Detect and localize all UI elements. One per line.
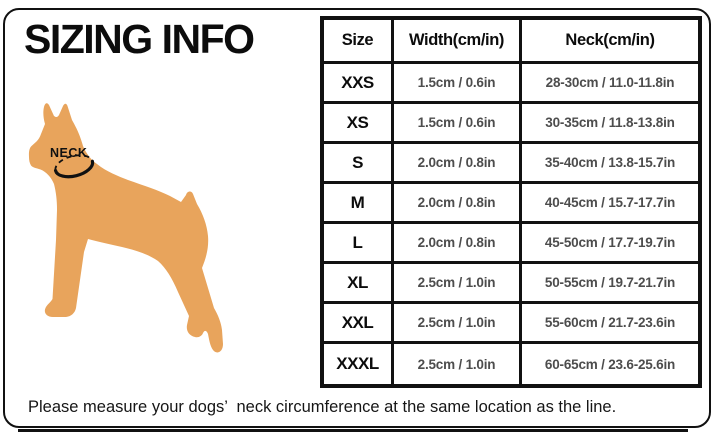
width-cell: 2.5cm / 1.0in — [394, 264, 522, 304]
width-cell: 1.5cm / 0.6in — [394, 64, 522, 104]
width-cell: 2.0cm / 0.8in — [394, 144, 522, 184]
page-title: SIZING INFO — [24, 16, 255, 62]
sizing-table: Size Width(cm/in) Neck(cm/in) XXS 1.5cm … — [320, 16, 702, 388]
bottom-divider — [18, 429, 688, 432]
measurement-instruction: Please measure your dogs’ neck circumfer… — [28, 398, 617, 416]
neck-cell: 55-60cm / 21.7-23.6in — [522, 304, 698, 344]
dog-body-shape — [28, 103, 223, 353]
neck-cell: 35-40cm / 13.8-15.7in — [522, 144, 698, 184]
neck-cell: 60-65cm / 23.6-25.6in — [544, 356, 676, 372]
width-cell: 1.5cm / 0.6in — [394, 104, 522, 144]
width-cell: 2.0cm / 0.8in — [394, 224, 522, 264]
neck-measurement-line-icon — [53, 154, 95, 179]
width-cell: 2.0cm / 0.8in — [394, 184, 522, 224]
neck-cell: 30-35cm / 11.8-13.8in — [522, 104, 698, 144]
neck-cell: 50-55cm / 19.7-21.7in — [522, 264, 698, 304]
table-header-neck: Neck(cm/in) — [522, 20, 698, 64]
size-cell: XXL — [324, 304, 394, 344]
width-cell: 2.5cm / 1.0in — [394, 344, 522, 384]
neck-label: NECK — [50, 146, 87, 160]
width-cell: 2.5cm / 1.0in — [394, 304, 522, 344]
table-header-size: Size — [324, 20, 394, 64]
table-header-width: Width(cm/in) — [394, 20, 522, 64]
size-cell: XL — [324, 264, 394, 304]
dog-silhouette-illustration: NECK — [28, 103, 223, 353]
size-cell: M — [324, 184, 394, 224]
neck-cell: 40-45cm / 15.7-17.7in — [522, 184, 698, 224]
size-cell: XXS — [324, 64, 394, 104]
neck-cell: 45-50cm / 17.7-19.7in — [522, 224, 698, 264]
size-cell: S — [324, 144, 394, 184]
neck-cell: 28-30cm / 11.0-11.8in — [522, 64, 698, 104]
size-cell: L — [324, 224, 394, 264]
size-cell: XS — [324, 104, 394, 144]
size-cell: XXXL — [324, 344, 394, 384]
